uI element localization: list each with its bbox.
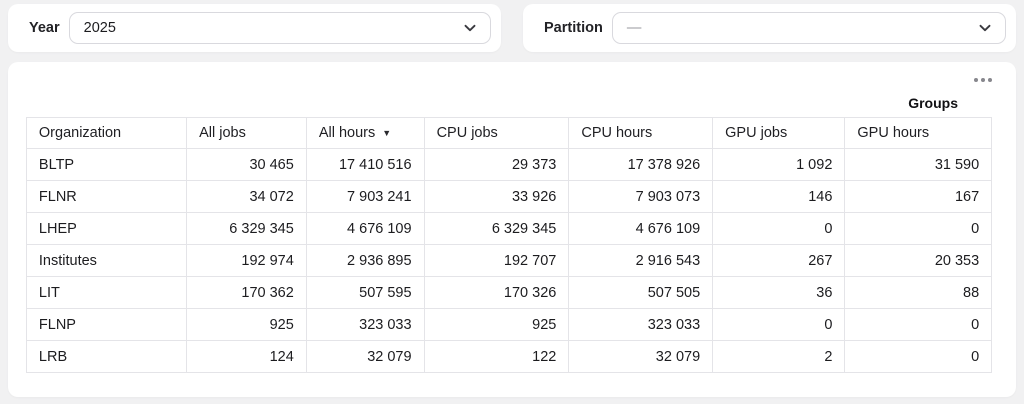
column-header-organization[interactable]: Organization bbox=[25, 117, 188, 149]
value-cell: 925 bbox=[186, 308, 307, 341]
organization-cell: LHEP bbox=[25, 212, 188, 245]
value-cell: 0 bbox=[712, 308, 846, 341]
year-filter-card: Year 2025 bbox=[8, 4, 501, 52]
ellipsis-icon[interactable] bbox=[970, 74, 996, 86]
partition-label: Partition bbox=[544, 20, 603, 36]
filters-row: Year 2025 Partition — bbox=[8, 4, 1016, 52]
value-cell: 6 329 345 bbox=[423, 212, 570, 245]
column-header-cpu-jobs[interactable]: CPU jobs bbox=[423, 117, 570, 149]
value-cell: 267 bbox=[712, 244, 846, 277]
year-select-value: 2025 bbox=[83, 20, 116, 36]
partition-select[interactable]: — bbox=[611, 12, 1006, 44]
value-cell: 170 326 bbox=[423, 276, 570, 309]
value-cell: 122 bbox=[423, 340, 570, 373]
value-cell: 4 676 109 bbox=[568, 212, 714, 245]
value-cell: 6 329 345 bbox=[186, 212, 307, 245]
sort-desc-icon: ▼ bbox=[382, 128, 392, 138]
groups-table: Organization All jobs All hours ▼ CPU jobs CP… bbox=[25, 117, 993, 373]
table-row: LIT 170 362 507 595 170 326 507 505 36 88 bbox=[25, 276, 993, 309]
table-row: FLNR 34 072 7 903 241 33 926 7 903 073 146 167 bbox=[25, 180, 993, 213]
organization-cell: Institutes bbox=[25, 244, 188, 277]
column-header-label: CPU hours bbox=[581, 125, 653, 141]
value-cell: 2 916 543 bbox=[568, 244, 714, 277]
value-cell: 323 033 bbox=[305, 308, 425, 341]
value-cell: 167 bbox=[844, 180, 993, 213]
year-label: Year bbox=[29, 20, 60, 36]
column-header-label: CPU jobs bbox=[436, 125, 498, 141]
chevron-down-icon bbox=[977, 20, 993, 36]
organization-cell: LIT bbox=[25, 276, 188, 309]
organization-cell: FLNP bbox=[25, 308, 188, 341]
column-header-all-hours[interactable]: All hours ▼ bbox=[305, 117, 425, 149]
value-cell: 0 bbox=[844, 308, 993, 341]
table-body: BLTP 30 465 17 410 516 29 373 17 378 926 1 09… bbox=[25, 148, 993, 373]
value-cell: 29 373 bbox=[423, 148, 570, 181]
value-cell: 31 590 bbox=[844, 148, 993, 181]
chevron-down-icon bbox=[462, 20, 478, 36]
column-header-label: Organization bbox=[38, 125, 122, 141]
value-cell: 323 033 bbox=[568, 308, 714, 341]
value-cell: 33 926 bbox=[423, 180, 570, 213]
column-header-all-jobs[interactable]: All jobs bbox=[186, 117, 307, 149]
column-header-gpu-hours[interactable]: GPU hours bbox=[844, 117, 993, 149]
value-cell: 88 bbox=[844, 276, 993, 309]
column-header-label: All jobs bbox=[199, 125, 246, 141]
column-header-label: All hours bbox=[318, 125, 376, 141]
partition-filter-card: Partition — bbox=[523, 4, 1016, 52]
value-cell: 146 bbox=[712, 180, 846, 213]
panel-header: Groups bbox=[22, 62, 1002, 117]
value-cell: 4 676 109 bbox=[305, 212, 425, 245]
value-cell: 34 072 bbox=[186, 180, 307, 213]
table-row: LHEP 6 329 345 4 676 109 6 329 345 4 676 109… bbox=[25, 212, 993, 245]
organization-cell: BLTP bbox=[25, 148, 188, 181]
value-cell: 507 505 bbox=[568, 276, 714, 309]
value-cell: 1 092 bbox=[712, 148, 846, 181]
value-cell: 36 bbox=[712, 276, 846, 309]
year-select[interactable]: 2025 bbox=[68, 12, 491, 44]
value-cell: 2 bbox=[712, 340, 846, 373]
value-cell: 192 974 bbox=[186, 244, 307, 277]
value-cell: 30 465 bbox=[186, 148, 307, 181]
value-cell: 32 079 bbox=[305, 340, 425, 373]
table-row: BLTP 30 465 17 410 516 29 373 17 378 926 1 09… bbox=[25, 148, 993, 181]
value-cell: 124 bbox=[186, 340, 307, 373]
value-cell: 170 362 bbox=[186, 276, 307, 309]
value-cell: 0 bbox=[844, 212, 993, 245]
organization-cell: LRB bbox=[25, 340, 188, 373]
column-header-cpu-hours[interactable]: CPU hours bbox=[568, 117, 714, 149]
partition-select-value: — bbox=[626, 20, 642, 36]
value-cell: 7 903 073 bbox=[568, 180, 714, 213]
column-header-gpu-jobs[interactable]: GPU jobs bbox=[712, 117, 846, 149]
value-cell: 17 378 926 bbox=[568, 148, 714, 181]
value-cell: 507 595 bbox=[305, 276, 425, 309]
column-header-label: GPU jobs bbox=[725, 125, 788, 141]
table-header-row: Organization All jobs All hours ▼ CPU jobs CP… bbox=[25, 117, 993, 149]
value-cell: 0 bbox=[844, 340, 993, 373]
table-row: LRB 124 32 079 122 32 079 2 0 bbox=[25, 340, 993, 373]
groups-title: Groups bbox=[908, 95, 958, 111]
column-header-label: GPU hours bbox=[857, 125, 930, 141]
table-row: Institutes 192 974 2 936 895 192 707 2 916 5… bbox=[25, 244, 993, 277]
value-cell: 20 353 bbox=[844, 244, 993, 277]
groups-panel: Groups Organization All jobs All hours ▼ CPU… bbox=[8, 62, 1016, 397]
value-cell: 7 903 241 bbox=[305, 180, 425, 213]
value-cell: 0 bbox=[712, 212, 846, 245]
value-cell: 17 410 516 bbox=[305, 148, 425, 181]
table-row: FLNP 925 323 033 925 323 033 0 0 bbox=[25, 308, 993, 341]
value-cell: 192 707 bbox=[423, 244, 570, 277]
value-cell: 2 936 895 bbox=[305, 244, 425, 277]
value-cell: 32 079 bbox=[568, 340, 714, 373]
organization-cell: FLNR bbox=[25, 180, 188, 213]
value-cell: 925 bbox=[423, 308, 570, 341]
